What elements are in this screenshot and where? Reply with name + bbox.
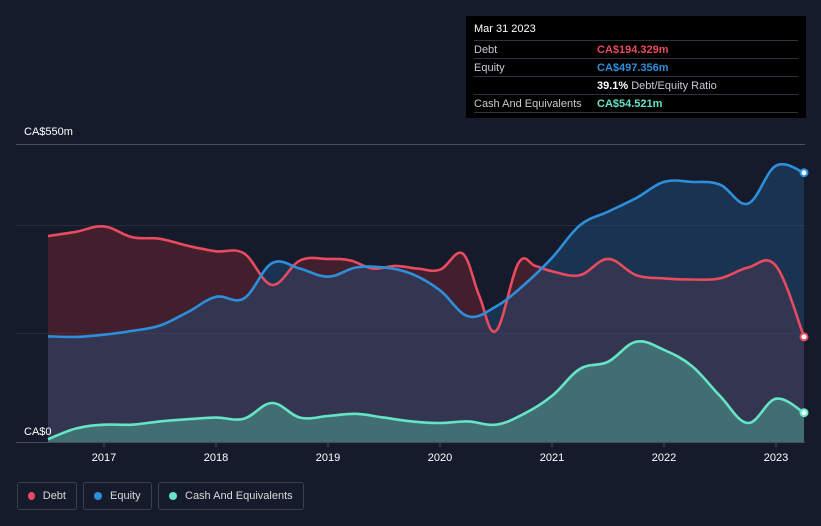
tooltip-row-ratio: 39.1% Debt/Equity Ratio <box>474 76 798 94</box>
tooltip-date: Mar 31 2023 <box>474 23 536 35</box>
x-tick-label-2018: 2018 <box>204 452 228 464</box>
tooltip-row-cash: Cash And Equivalents CA$54.521m <box>474 94 798 113</box>
area-cash-and-equivalents <box>48 341 804 442</box>
tooltip-cash-value: CA$54.521m <box>597 97 663 110</box>
tooltip-equity-value: CA$497.356m <box>597 61 669 74</box>
legend-cash[interactable]: Cash And Equivalents <box>158 482 304 510</box>
area-equity <box>48 164 804 442</box>
tooltip-row-equity: Equity CA$497.356m <box>474 58 798 76</box>
y-axis-max-label: CA$550m <box>24 126 73 138</box>
legend-debt-label: Debt <box>42 490 66 502</box>
legend-cash-dot-icon <box>169 492 177 500</box>
tooltip-cash-label: Cash And Equivalents <box>474 97 582 110</box>
series-areas <box>48 164 804 442</box>
legend-equity-dot-icon <box>94 492 102 500</box>
data-tooltip: Mar 31 2023 Debt CA$194.329m Equity CA$4… <box>466 16 806 118</box>
end-dot-debt[interactable] <box>799 332 809 342</box>
line-cash-and-equivalents <box>47 340 805 441</box>
tooltip-equity-label: Equity <box>474 61 505 74</box>
x-axis-ticks: 2017 2018 2019 2020 2021 2022 2023 <box>92 442 788 464</box>
grid-lines <box>16 144 805 443</box>
series-lines <box>47 162 806 441</box>
line-debt <box>47 224 806 338</box>
end-dot-cash-and-equivalents[interactable] <box>799 408 809 418</box>
tooltip-debt-value: CA$194.329m <box>597 43 669 56</box>
area-debt <box>48 226 804 442</box>
tooltip-debt-label: Debt <box>474 43 498 56</box>
y-axis-min-label: CA$0 <box>24 426 52 438</box>
line-equity <box>47 162 805 339</box>
x-tick-label-2022: 2022 <box>652 452 676 464</box>
legend-debt-dot-icon <box>28 492 35 500</box>
x-tick-label-2023: 2023 <box>764 452 788 464</box>
end-dot-equity[interactable] <box>799 168 809 178</box>
legend-equity[interactable]: Equity <box>83 482 152 510</box>
tooltip-row-debt: Debt CA$194.329m <box>474 40 798 58</box>
legend-cash-label: Cash And Equivalents <box>185 490 293 502</box>
legend-equity-label: Equity <box>110 490 141 502</box>
legend-debt[interactable]: Debt <box>17 482 77 510</box>
series-end-dots <box>799 168 809 418</box>
tooltip-ratio-value: 39.1% <box>597 79 629 92</box>
x-tick-label-2021: 2021 <box>540 452 564 464</box>
tooltip-ratio-label: Debt/Equity Ratio <box>631 79 717 92</box>
x-tick-label-2020: 2020 <box>428 452 452 464</box>
x-tick-label-2019: 2019 <box>316 452 340 464</box>
x-tick-label-2017: 2017 <box>92 452 116 464</box>
